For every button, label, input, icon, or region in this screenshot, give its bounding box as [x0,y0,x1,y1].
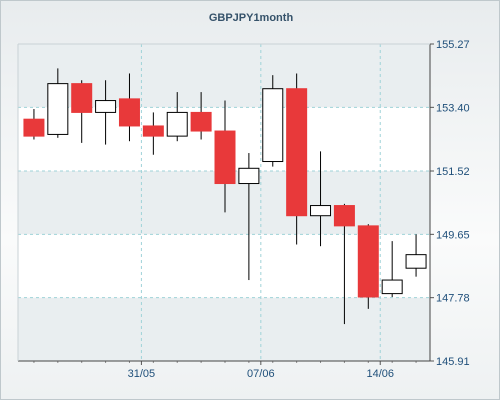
candle-body-up [405,254,427,269]
y-tick-label: 149.65 [436,229,470,241]
y-tick-label: 151.52 [436,166,470,178]
candle-body-down [214,130,236,185]
candle-body-up [238,167,260,185]
candle-body-down [118,98,140,127]
chart-title: GBPJPY1month [208,12,294,24]
candle-body-down [142,125,164,137]
y-tick-label: 145.91 [436,356,470,368]
x-tick-label: 14/06 [366,368,394,380]
plot-band [18,297,430,361]
y-tick-label: 153.40 [436,102,470,114]
candle-body-down [333,205,355,227]
y-tick-label: 155.27 [436,39,470,51]
candle-body-up [47,83,69,135]
candle-body-up [95,100,117,113]
candle-body-up [262,88,284,163]
candle-body-up [310,205,332,217]
candle-body-down [23,118,45,137]
candle-body-down [190,111,212,132]
candle-body-down [71,83,93,113]
x-tick-label: 31/05 [128,368,156,380]
candle-body-down [286,88,308,217]
candle-body-down [357,225,379,298]
candle-body-up [381,279,403,295]
candle-body-up [166,111,188,137]
x-tick-label: 07/06 [247,368,275,380]
y-tick-label: 147.78 [436,293,470,305]
